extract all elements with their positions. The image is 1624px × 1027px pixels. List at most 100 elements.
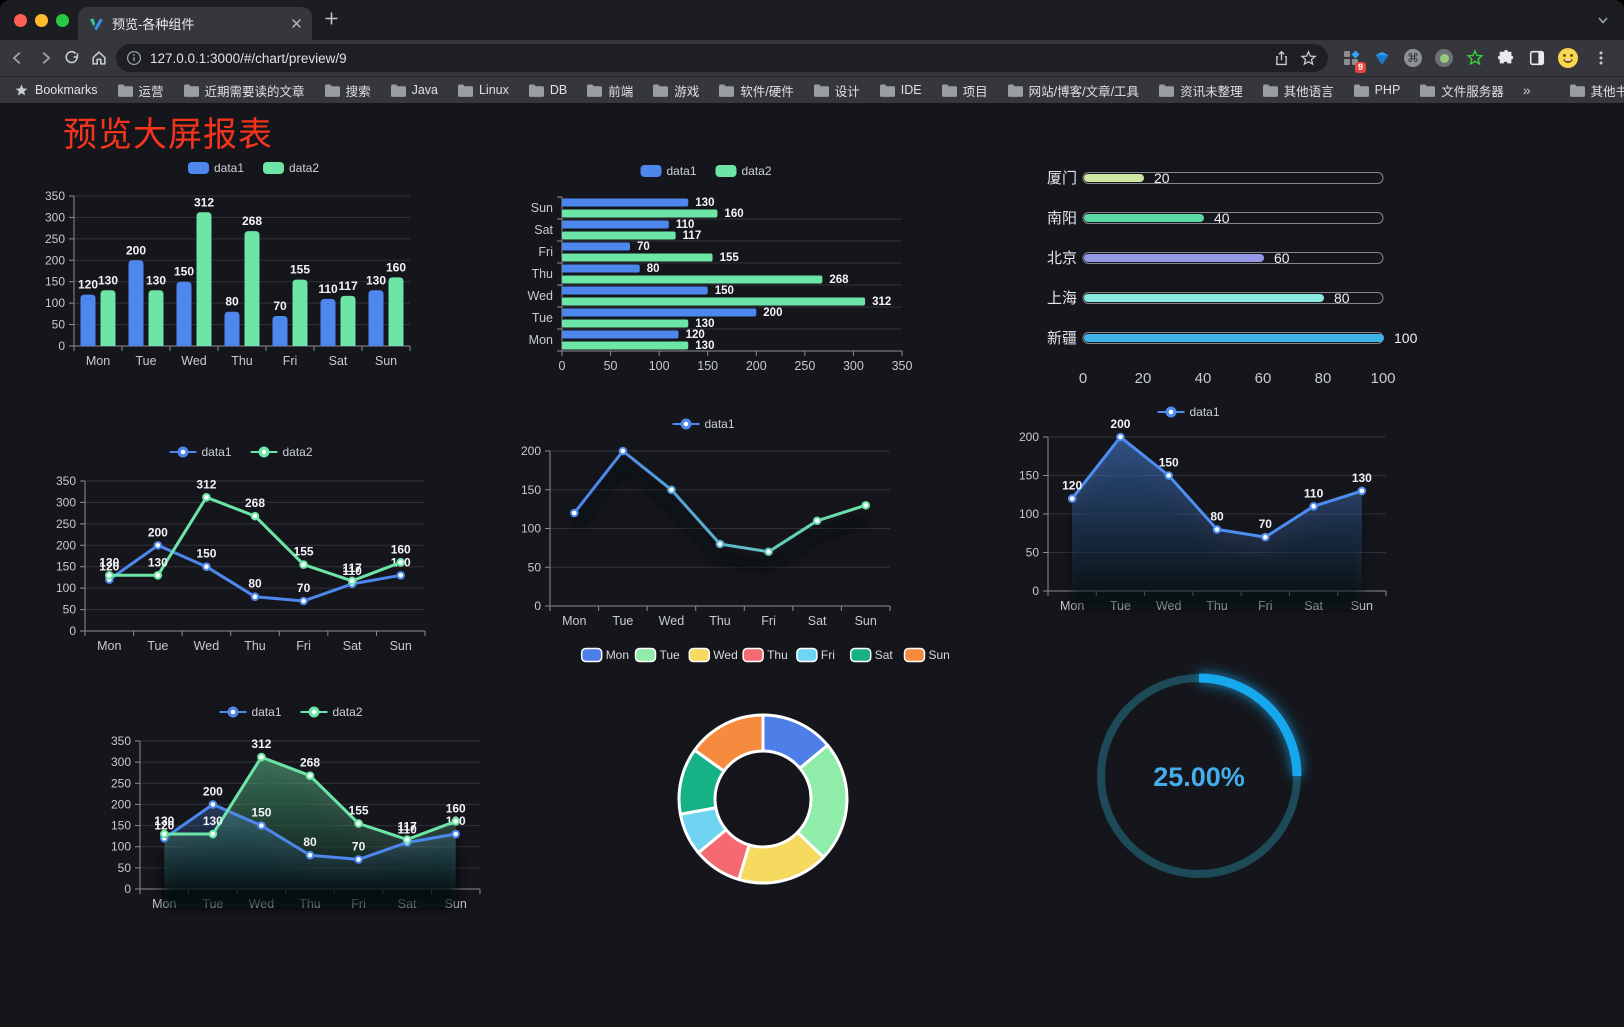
bookmark-folder[interactable]: 软件/硬件 bbox=[718, 81, 794, 100]
bookmark-folder[interactable]: Java bbox=[390, 83, 438, 97]
svg-text:250: 250 bbox=[794, 359, 815, 373]
info-icon bbox=[126, 50, 142, 66]
svg-text:data2: data2 bbox=[283, 445, 313, 459]
tab-close-button[interactable] bbox=[291, 18, 302, 29]
bookmark-folder[interactable]: 文件服务器 bbox=[1419, 81, 1504, 100]
extension-grid-button[interactable]: 9 bbox=[1338, 45, 1366, 73]
back-button[interactable] bbox=[4, 45, 31, 72]
other-bookmarks-folder[interactable]: 其他书签 bbox=[1569, 81, 1624, 100]
svg-text:50: 50 bbox=[63, 603, 77, 617]
svg-text:268: 268 bbox=[245, 496, 265, 510]
svg-text:70: 70 bbox=[273, 299, 287, 313]
svg-text:200: 200 bbox=[203, 784, 223, 798]
zoom-window-button[interactable] bbox=[56, 14, 69, 27]
profile-avatar-button[interactable] bbox=[1555, 45, 1581, 71]
bookmarks-overflow-chevron[interactable]: » bbox=[1522, 82, 1531, 98]
green-star-icon bbox=[1466, 49, 1484, 66]
svg-text:160: 160 bbox=[391, 542, 411, 556]
svg-text:Tue: Tue bbox=[135, 354, 156, 368]
svg-text:200: 200 bbox=[521, 444, 541, 458]
browser-menu-button[interactable] bbox=[1587, 45, 1614, 72]
svg-text:Sat: Sat bbox=[808, 614, 827, 628]
home-button[interactable] bbox=[85, 45, 112, 72]
svg-text:130: 130 bbox=[695, 340, 714, 352]
recorder-extension-button[interactable] bbox=[1431, 45, 1457, 71]
close-window-button[interactable] bbox=[14, 14, 27, 27]
svg-text:80: 80 bbox=[1210, 509, 1224, 523]
bookmarks-manager[interactable]: Bookmarks bbox=[14, 83, 98, 98]
share-button[interactable] bbox=[1268, 45, 1295, 72]
minimize-window-button[interactable] bbox=[35, 14, 48, 27]
svg-text:80: 80 bbox=[303, 835, 317, 849]
two-series-line-chart: data1 data2 0 50 100 150 200 250 300 350 Mon Tue Wed… bbox=[45, 433, 440, 665]
svg-text:Wed: Wed bbox=[194, 639, 220, 653]
bookmark-folder[interactable]: DB bbox=[528, 83, 567, 97]
svg-text:150: 150 bbox=[45, 275, 65, 289]
svg-text:data1: data1 bbox=[202, 445, 232, 459]
svg-text:0: 0 bbox=[124, 882, 131, 896]
bookmark-folder[interactable]: 搜索 bbox=[324, 81, 371, 100]
bookmark-folder[interactable]: 前端 bbox=[586, 81, 633, 100]
page-title: 预览大屏报表 bbox=[63, 116, 273, 154]
svg-text:130: 130 bbox=[695, 318, 714, 330]
folder-icon bbox=[183, 84, 199, 97]
svg-text:155: 155 bbox=[294, 545, 314, 559]
bookmark-folder[interactable]: IDE bbox=[879, 83, 922, 97]
bookmark-folder[interactable]: 设计 bbox=[813, 81, 860, 100]
svg-text:Sun: Sun bbox=[390, 639, 412, 653]
svg-text:data2: data2 bbox=[742, 164, 772, 178]
bookmark-label: 搜索 bbox=[345, 84, 371, 99]
svg-text:150: 150 bbox=[521, 483, 541, 497]
bookmark-folder[interactable]: 资讯未整理 bbox=[1158, 81, 1243, 100]
svg-text:130: 130 bbox=[366, 273, 386, 287]
bookmark-star-button[interactable] bbox=[1295, 45, 1322, 72]
svg-text:117: 117 bbox=[683, 230, 702, 242]
svg-text:Wed: Wed bbox=[713, 648, 737, 662]
svg-text:130: 130 bbox=[1352, 471, 1372, 485]
site-info-button[interactable] bbox=[126, 50, 142, 66]
bookmarks-star-icon bbox=[15, 84, 28, 95]
svg-text:50: 50 bbox=[528, 560, 542, 574]
svg-text:100: 100 bbox=[1370, 370, 1395, 387]
home-icon bbox=[91, 51, 106, 65]
tab-strip-chevron-icon[interactable] bbox=[1596, 13, 1610, 27]
bookmark-folder[interactable]: 运营 bbox=[117, 81, 164, 100]
svg-text:Wed: Wed bbox=[528, 289, 554, 303]
svg-text:130: 130 bbox=[146, 273, 166, 287]
svg-text:110: 110 bbox=[397, 822, 417, 836]
bookmark-folder[interactable]: PHP bbox=[1353, 83, 1400, 97]
svg-text:data1: data1 bbox=[667, 164, 697, 178]
bookmark-folder[interactable]: 项目 bbox=[941, 81, 988, 100]
svg-text:250: 250 bbox=[45, 232, 65, 246]
svg-text:200: 200 bbox=[126, 243, 146, 257]
browser-tab[interactable]: 预览-各种组件 bbox=[78, 7, 312, 40]
reload-button[interactable] bbox=[58, 45, 85, 72]
bookmark-folder[interactable]: 近期需要读的文章 bbox=[183, 81, 305, 100]
star-extension-button[interactable] bbox=[1462, 45, 1488, 71]
tab-strip: 预览-各种组件 bbox=[0, 0, 1624, 40]
bookmark-folder[interactable]: 其他语言 bbox=[1262, 81, 1334, 100]
svg-text:150: 150 bbox=[1159, 456, 1179, 470]
new-tab-button[interactable] bbox=[324, 11, 339, 26]
svg-text:Thu: Thu bbox=[531, 267, 553, 281]
svg-text:50: 50 bbox=[604, 359, 618, 373]
forward-button[interactable] bbox=[31, 45, 58, 72]
forward-arrow-icon bbox=[42, 51, 50, 65]
side-panel-button[interactable] bbox=[1524, 45, 1550, 71]
command-extension-button[interactable]: ⌘ bbox=[1400, 45, 1426, 71]
bookmark-folder[interactable]: Linux bbox=[457, 83, 509, 97]
svg-text:0: 0 bbox=[534, 599, 541, 613]
chevron-down-icon bbox=[1598, 17, 1608, 24]
bookmark-folder[interactable]: 网站/博客/文章/工具 bbox=[1007, 81, 1139, 100]
bookmark-folder[interactable]: 游戏 bbox=[652, 81, 699, 100]
address-bar[interactable]: 127.0.0.1:3000/#/chart/preview/9 bbox=[116, 44, 1328, 72]
window-controls bbox=[14, 14, 69, 27]
bookmark-label: DB bbox=[549, 83, 568, 97]
extensions-menu-button[interactable] bbox=[1493, 45, 1519, 71]
svg-text:Sat: Sat bbox=[534, 223, 553, 237]
folder-icon bbox=[1007, 84, 1023, 97]
vue-devtools-button[interactable] bbox=[1369, 45, 1395, 71]
svg-text:200: 200 bbox=[763, 307, 782, 319]
svg-text:160: 160 bbox=[446, 801, 466, 815]
svg-text:155: 155 bbox=[290, 263, 310, 277]
